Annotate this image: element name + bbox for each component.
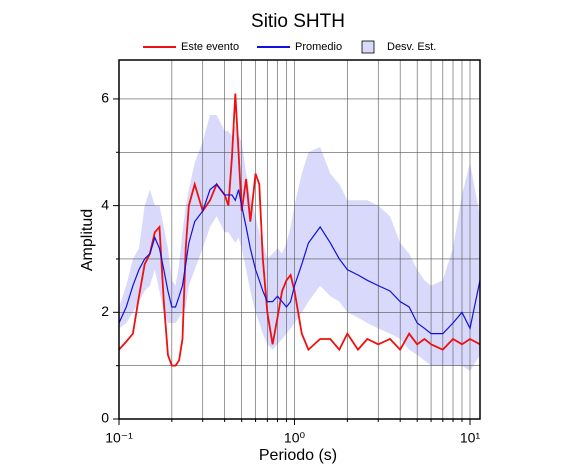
std-band [119, 114, 480, 371]
y-tick-label: 4 [101, 196, 109, 212]
legend-swatch [361, 40, 375, 54]
y-tick-label: 2 [101, 303, 109, 319]
data-line [118, 93, 481, 367]
legend-label: Este evento [181, 41, 239, 53]
x-axis-label: Periodo (s) [259, 447, 337, 464]
x-tick-label: 10⁰ [284, 430, 306, 446]
y-tick-label: 6 [101, 90, 109, 106]
y-tick-label: 0 [101, 410, 109, 426]
x-tick-label: 10⁻¹ [105, 430, 133, 446]
chart-title: Sitio SHTH [251, 11, 345, 32]
x-tick-label: 10¹ [460, 430, 481, 446]
y-axis-label: Amplitud [79, 209, 96, 271]
legend-label: Desv. Est. [387, 41, 436, 53]
plot-frame [118, 59, 481, 420]
data-line [118, 183, 481, 335]
legend-label: Promedio [295, 41, 342, 53]
